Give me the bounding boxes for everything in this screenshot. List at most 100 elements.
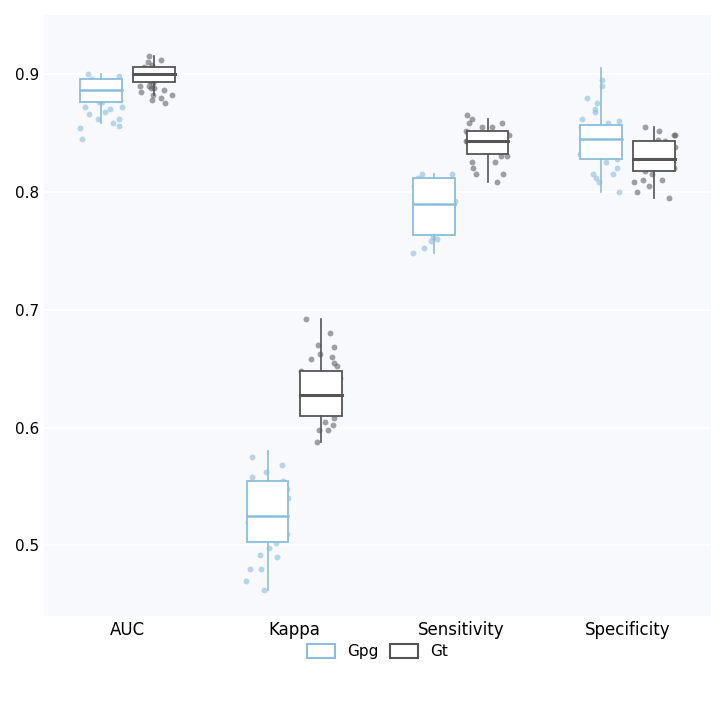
Point (92, 113, 104, 124)
Point (648, 160, 660, 171)
Point (246, 471, 258, 483)
Point (272, 507, 284, 518)
Point (306, 353, 317, 365)
Point (666, 156, 678, 168)
Point (596, 80, 608, 92)
Point (460, 125, 472, 137)
Point (108, 80, 120, 92)
Point (426, 188, 438, 200)
Point (575, 122, 587, 133)
Point (150, 74, 161, 85)
Point (415, 221, 427, 232)
Point (261, 486, 273, 498)
Point (300, 314, 311, 325)
Point (281, 483, 293, 494)
Point (643, 153, 655, 164)
Point (669, 129, 681, 141)
Point (637, 174, 648, 186)
Point (250, 498, 262, 510)
Point (99, 106, 111, 117)
Point (461, 109, 473, 121)
Point (144, 75, 156, 87)
Point (653, 147, 664, 159)
Point (409, 221, 421, 232)
Point (476, 122, 487, 133)
Point (668, 129, 680, 141)
Point (587, 169, 599, 180)
Point (155, 92, 167, 103)
Bar (134, 67, 175, 82)
Point (449, 196, 460, 207)
Point (414, 208, 425, 219)
Point (332, 389, 343, 400)
Point (655, 151, 666, 162)
Point (334, 373, 346, 384)
Point (240, 575, 252, 587)
Point (470, 169, 482, 180)
Point (253, 530, 265, 542)
Point (501, 151, 513, 162)
Point (97, 97, 108, 108)
Point (653, 125, 664, 137)
Point (140, 66, 152, 77)
Point (495, 129, 507, 141)
Point (158, 85, 169, 96)
Point (248, 504, 259, 515)
Point (147, 59, 158, 70)
Point (327, 419, 338, 431)
Point (134, 80, 146, 92)
Point (430, 224, 441, 235)
Point (592, 97, 603, 109)
Point (613, 127, 624, 139)
Point (145, 82, 157, 94)
Bar (80, 79, 122, 102)
Point (309, 380, 320, 392)
Point (643, 180, 654, 191)
Point (478, 127, 490, 139)
Point (143, 80, 155, 92)
Point (155, 54, 167, 65)
Point (611, 153, 623, 164)
Point (669, 141, 681, 153)
Point (163, 70, 175, 82)
Point (412, 172, 424, 183)
Bar (467, 131, 508, 154)
Point (629, 139, 641, 150)
Point (282, 493, 293, 504)
Point (282, 528, 293, 539)
Point (143, 50, 155, 62)
Point (590, 172, 602, 183)
Point (325, 328, 336, 339)
Point (659, 135, 671, 146)
Point (160, 68, 171, 80)
Point (603, 118, 614, 129)
Point (576, 113, 588, 124)
Point (427, 231, 439, 242)
Point (142, 74, 154, 85)
Point (107, 118, 119, 129)
Point (76, 75, 88, 87)
Bar (300, 371, 342, 416)
Point (254, 549, 266, 560)
Point (589, 104, 600, 115)
Point (263, 542, 274, 553)
Point (597, 74, 608, 85)
Point (328, 342, 340, 353)
Point (431, 215, 442, 227)
Point (327, 396, 339, 407)
Point (329, 357, 340, 368)
Point (145, 63, 157, 74)
Point (113, 120, 124, 132)
Point (613, 186, 625, 198)
Point (414, 219, 425, 230)
Point (585, 139, 597, 150)
Point (490, 135, 502, 146)
Point (436, 176, 447, 188)
Point (316, 407, 327, 419)
Point (443, 204, 454, 215)
Point (269, 522, 281, 533)
Point (105, 104, 116, 115)
Point (497, 169, 508, 180)
Point (242, 516, 254, 528)
Point (473, 133, 484, 144)
